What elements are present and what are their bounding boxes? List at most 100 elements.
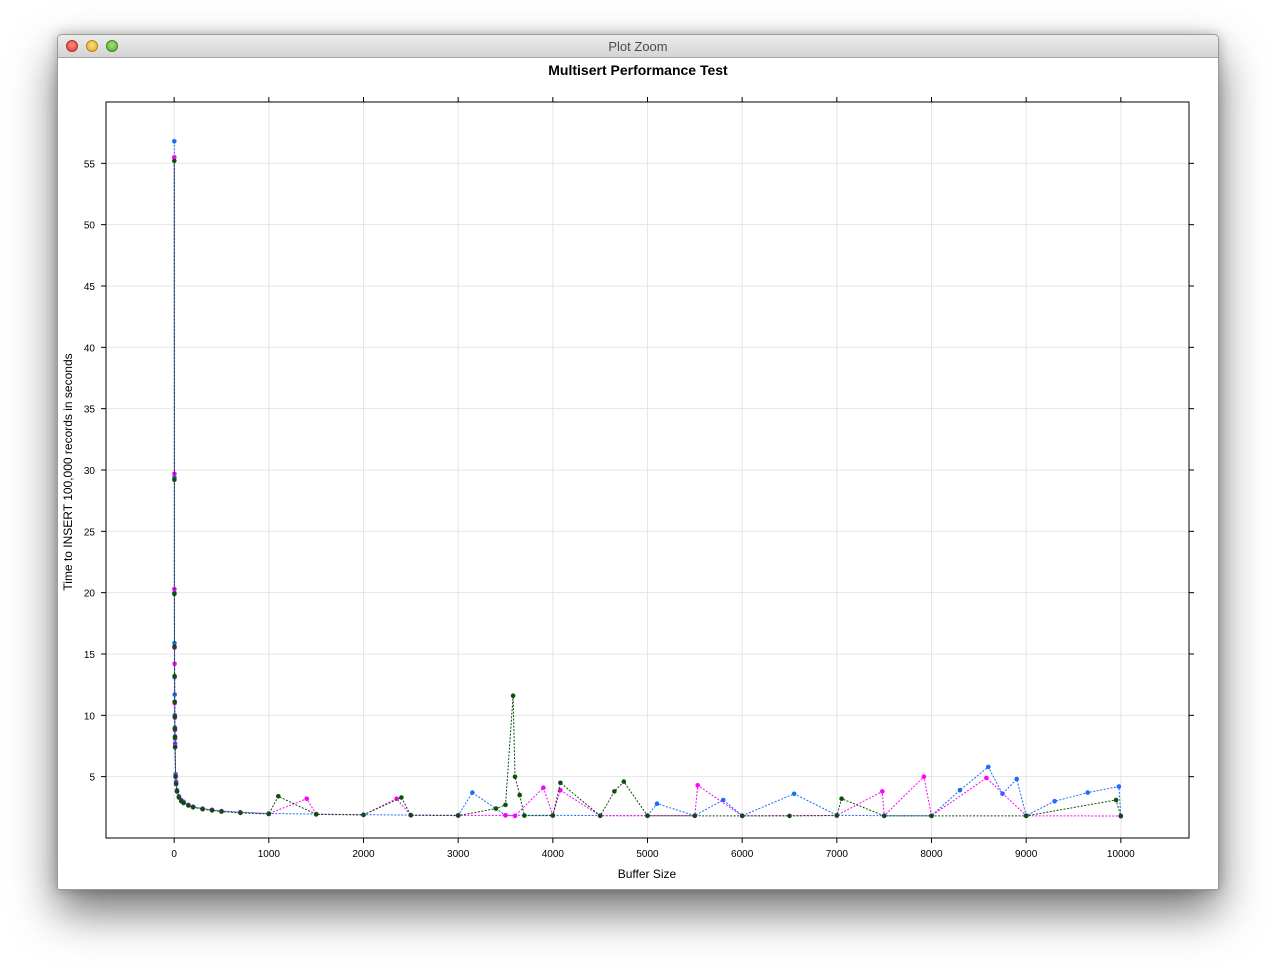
data-point xyxy=(172,591,177,597)
data-point xyxy=(172,640,177,646)
data-point xyxy=(173,774,178,779)
data-point xyxy=(172,644,177,649)
minimize-window-button[interactable] xyxy=(86,40,98,52)
data-point xyxy=(522,813,527,818)
data-point xyxy=(470,790,475,795)
data-point xyxy=(541,785,546,790)
x-tick-label: 4000 xyxy=(542,849,565,860)
y-tick-label: 40 xyxy=(84,343,96,354)
data-point xyxy=(361,812,366,818)
data-point xyxy=(455,813,461,818)
y-tick-label: 20 xyxy=(84,589,96,600)
data-point xyxy=(880,789,885,794)
data-point xyxy=(621,779,627,784)
data-point xyxy=(173,781,179,787)
x-tick-label: 8000 xyxy=(920,849,943,860)
data-point xyxy=(209,808,215,813)
data-point xyxy=(172,154,177,160)
data-point xyxy=(172,714,178,719)
x-tick-label: 6000 xyxy=(731,849,754,860)
data-point xyxy=(558,780,563,786)
y-tick-label: 10 xyxy=(84,711,96,722)
data-point xyxy=(190,805,196,810)
data-point xyxy=(1113,797,1119,803)
data-point xyxy=(219,809,224,814)
y-tick-label: 55 xyxy=(84,159,96,170)
data-point xyxy=(172,726,178,732)
data-point xyxy=(276,794,281,799)
data-point xyxy=(692,813,698,819)
y-tick-label: 30 xyxy=(84,466,96,477)
chart-title: Multisert Performance Test xyxy=(548,62,728,78)
data-point xyxy=(408,813,414,818)
data-point xyxy=(172,699,177,705)
data-point xyxy=(1118,813,1124,819)
data-point xyxy=(512,813,518,819)
y-tick-label: 15 xyxy=(84,650,96,661)
data-point xyxy=(654,801,660,806)
x-tick-label: 5000 xyxy=(636,849,659,860)
data-point xyxy=(1052,798,1057,804)
data-point xyxy=(176,795,182,800)
data-point xyxy=(181,800,186,806)
window-title: Plot Zoom xyxy=(608,39,668,54)
data-point xyxy=(645,813,650,819)
data-point xyxy=(957,787,963,793)
data-point xyxy=(720,797,726,803)
data-point xyxy=(881,813,887,819)
data-point xyxy=(986,764,991,770)
data-point xyxy=(929,813,934,819)
x-tick-label: 3000 xyxy=(447,849,470,860)
zoom-window-button[interactable] xyxy=(106,40,118,52)
x-tick-label: 2000 xyxy=(352,849,375,860)
y-tick-label: 50 xyxy=(84,221,96,232)
data-point xyxy=(186,803,191,808)
x-tick-label: 1000 xyxy=(258,849,281,860)
data-point xyxy=(172,158,177,164)
x-tick-label: 9000 xyxy=(1015,849,1038,860)
y-tick-label: 45 xyxy=(84,282,96,293)
y-axis-label: Time to INSERT 100,000 records in second… xyxy=(61,353,75,590)
window-titlebar[interactable]: Plot Zoom xyxy=(58,35,1218,58)
data-point xyxy=(304,796,309,801)
data-point xyxy=(399,795,404,800)
x-tick-label: 0 xyxy=(171,849,177,860)
data-point xyxy=(517,792,522,798)
series-3 xyxy=(172,158,1124,819)
data-point xyxy=(174,789,180,794)
plot-area: Multisert Performance Test Buffer Size T… xyxy=(58,58,1218,889)
data-point xyxy=(172,744,178,750)
axis-ticks: 0 1000 2000 3000 4000 5000 6000 7000 8000 9000 100… xyxy=(84,97,1194,860)
data-point xyxy=(1023,813,1029,819)
data-point xyxy=(739,813,745,819)
data-point xyxy=(200,806,205,812)
data-point xyxy=(172,139,177,144)
data-point xyxy=(266,811,272,817)
data-point xyxy=(791,791,797,797)
grid-lines xyxy=(106,102,1189,838)
data-point xyxy=(172,661,177,667)
data-point xyxy=(503,802,508,808)
data-point xyxy=(695,783,700,788)
data-point xyxy=(1085,790,1090,795)
data-point xyxy=(1014,776,1019,782)
data-point xyxy=(834,813,840,818)
x-tick-label: 10000 xyxy=(1107,849,1135,860)
data-point xyxy=(558,787,563,793)
x-axis-label: Buffer Size xyxy=(618,867,677,881)
data-point xyxy=(787,813,792,819)
data-point xyxy=(510,693,516,698)
data-point xyxy=(597,813,603,819)
data-point xyxy=(493,806,499,811)
data-point xyxy=(512,774,518,779)
data-point xyxy=(172,735,178,740)
data-point xyxy=(172,477,177,483)
x-tick-label: 7000 xyxy=(826,849,849,860)
data-point xyxy=(238,810,243,816)
data-point xyxy=(172,673,177,679)
series-layer xyxy=(172,139,1124,819)
y-tick-label: 5 xyxy=(89,773,95,784)
scatter-chart: Multisert Performance Test Buffer Size T… xyxy=(61,62,1194,881)
close-window-button[interactable] xyxy=(66,40,78,52)
data-point xyxy=(839,796,844,801)
